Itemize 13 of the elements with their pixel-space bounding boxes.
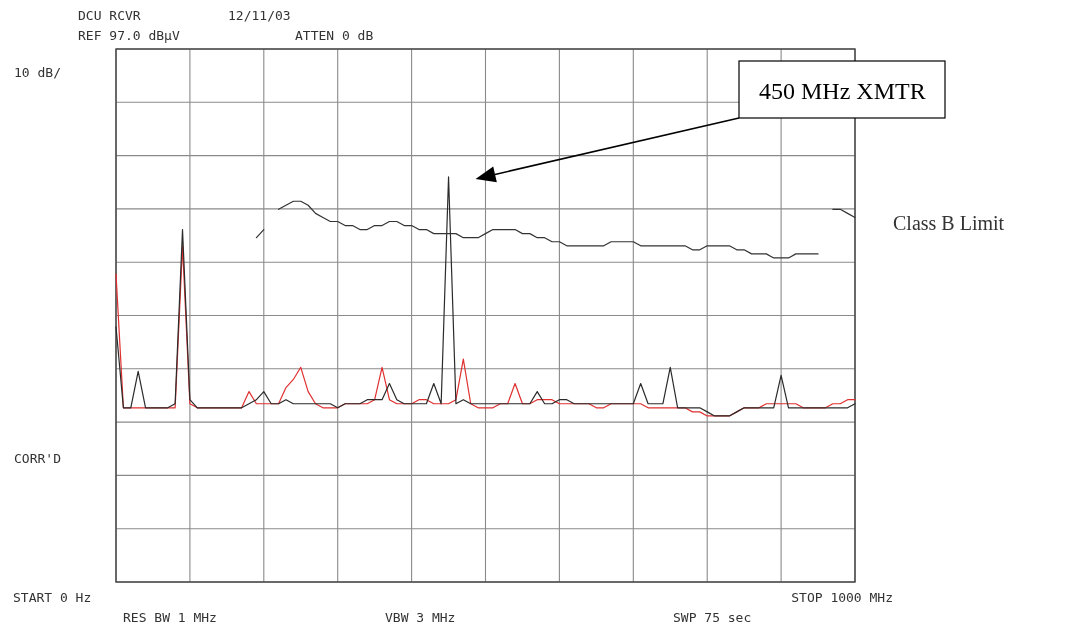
text: VBW 3 MHz [385, 610, 456, 625]
text: 450 MHz XMTR [759, 78, 926, 104]
text: 12/11/03 [228, 8, 291, 23]
series-label: Class B Limit [893, 212, 1005, 234]
text: STOP 1000 MHz [791, 590, 893, 605]
text: RES BW 1 MHz [123, 610, 217, 625]
text: SWP 75 sec [673, 610, 752, 625]
text: REF 97.0 dBµV [78, 28, 180, 43]
text: 10 dB/ [14, 65, 61, 80]
text: CORR'D [14, 451, 62, 466]
text: ATTEN 0 dB [295, 28, 374, 43]
text: START 0 Hz [13, 590, 92, 605]
text: DCU RCVR [78, 8, 141, 23]
